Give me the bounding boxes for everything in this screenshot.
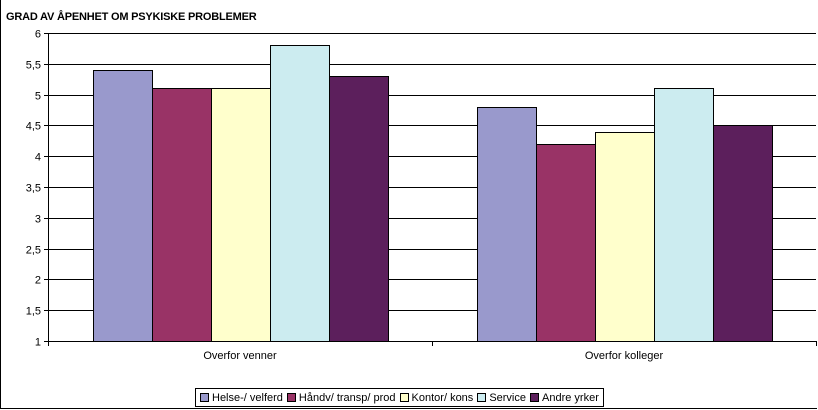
legend-swatch — [286, 393, 296, 402]
bar — [211, 88, 271, 342]
y-tick-label: 2,5 — [26, 245, 41, 257]
y-tick-label: 5,5 — [26, 60, 41, 72]
legend-item: Helse-/ velferd — [200, 392, 283, 404]
legend-item: Andre yrker — [530, 392, 599, 404]
legend-item: Service — [477, 392, 526, 404]
y-tick-label: 1 — [35, 337, 41, 349]
y-tick-label: 5 — [35, 91, 41, 103]
legend-item: Kontor/ kons — [399, 391, 474, 404]
x-category-label: Overfor kolleger — [585, 350, 664, 362]
y-tick-label: 4 — [35, 152, 41, 164]
x-category-label: Overfor venner — [203, 350, 277, 362]
legend-swatch — [200, 393, 209, 402]
y-tick-label: 3 — [35, 214, 41, 226]
chart-title: GRAD AV ÅPENHET OM PSYKISKE PROBLEMER — [6, 11, 257, 23]
y-tick-label: 2 — [35, 275, 41, 287]
legend-swatch — [477, 393, 487, 402]
y-tick-label: 1,5 — [26, 306, 41, 318]
y-tick-label: 4,5 — [26, 121, 41, 133]
legend: Helse-/ velferd Håndv/ transp/ prod Kontor… — [195, 388, 604, 407]
y-tick-label: 3,5 — [26, 183, 41, 195]
bar — [595, 132, 655, 342]
bar — [536, 144, 596, 342]
legend-label: Andre yrker — [542, 391, 599, 404]
legend-item: Håndv/ transp/ prod — [286, 391, 396, 404]
bar — [93, 70, 153, 342]
bar — [477, 107, 537, 342]
bar — [329, 76, 389, 342]
legend-swatch — [530, 393, 539, 402]
legend-label: Kontor/ kons — [411, 391, 474, 404]
bar — [152, 88, 212, 342]
bar — [270, 45, 330, 342]
bar — [654, 88, 714, 342]
legend-label: Service — [489, 391, 526, 404]
bar-chart: 1 1,5 2 2,5 3 3,5 4 4,5 5 5,5 6 Overfor venner Overf… — [26, 29, 817, 362]
legend-swatch — [399, 393, 409, 402]
legend-label: Håndv/ transp/ prod — [298, 391, 396, 404]
legend-label: Helse-/ velferd — [212, 391, 283, 404]
bar — [713, 125, 773, 342]
y-tick-label: 6 — [35, 29, 41, 41]
